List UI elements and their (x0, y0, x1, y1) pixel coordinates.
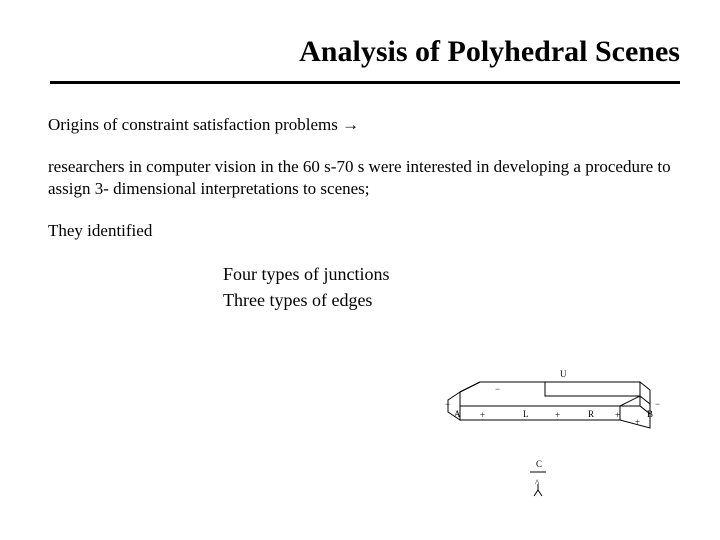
label-c: C (536, 459, 542, 469)
top-right-face (545, 382, 640, 396)
sign-minus-top: − (495, 384, 500, 394)
label-a: A (454, 409, 461, 419)
polyhedron-diagram: U A L R B − + + + + − − C ^ (440, 362, 670, 502)
label-b: B (647, 409, 653, 419)
sign-minus-left: − (445, 399, 450, 409)
sign-plus-3: + (615, 410, 620, 420)
sign-plus-4: + (635, 417, 640, 427)
label-r: R (588, 409, 594, 419)
content-area: Origins of constraint satisfaction probl… (0, 84, 720, 313)
sign-minus-right: − (655, 399, 660, 409)
paragraph-origins: Origins of constraint satisfaction probl… (48, 114, 680, 136)
paragraph-identified: They identified (48, 220, 680, 242)
label-l: L (523, 409, 529, 419)
sign-plus-1: + (480, 410, 485, 420)
paragraph-researchers: researchers in computer vision in the 60… (48, 156, 680, 200)
label-u: U (560, 369, 567, 379)
label-arrow: ^ (535, 478, 540, 488)
sublist-item-edges: Three types of edges (223, 288, 680, 313)
sublist: Four types of junctions Three types of e… (223, 262, 680, 312)
sign-plus-2: + (555, 410, 560, 420)
sublist-item-junctions: Four types of junctions (223, 262, 680, 287)
page-title: Analysis of Polyhedral Scenes (0, 0, 720, 81)
